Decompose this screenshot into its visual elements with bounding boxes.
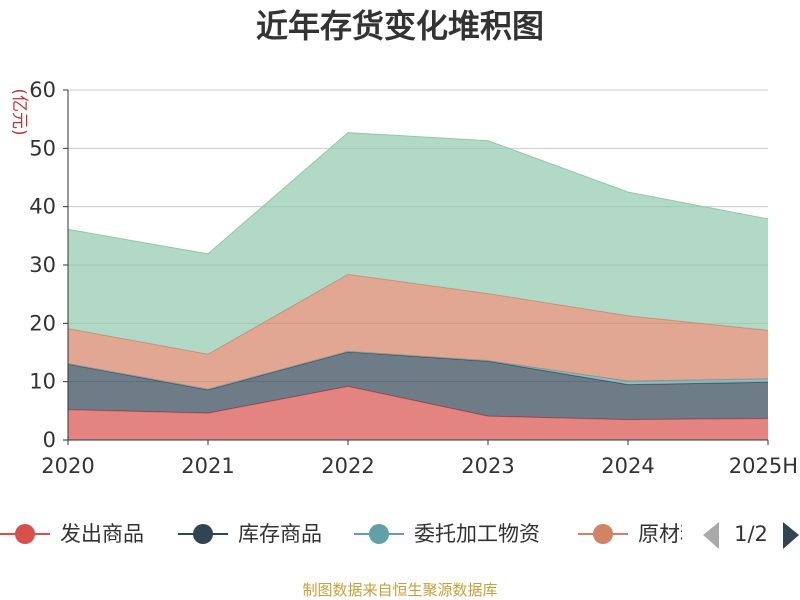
- legend-label: 库存商品: [238, 522, 322, 546]
- area-series-line-4: [67, 132, 769, 255]
- legend-label: 原材料: [638, 522, 701, 546]
- legend-marker: [15, 524, 35, 544]
- legend: 发出商品 库存商品 委托加工物资 原材料 1/2: [0, 522, 799, 549]
- area-series-0: [68, 386, 768, 440]
- legend-item[interactable]: 发出商品: [0, 522, 144, 546]
- area-series-3: [68, 274, 768, 390]
- y-tick-label: 30: [29, 253, 56, 277]
- y-tick-label: 10: [29, 370, 56, 394]
- legend-next-arrow-icon[interactable]: [783, 522, 799, 549]
- y-tick-label: 20: [29, 311, 56, 335]
- legend-prev-arrow-icon[interactable]: [703, 522, 719, 549]
- legend-page-indicator: 1/2: [734, 522, 768, 546]
- series-areas: [67, 132, 769, 440]
- legend-label: 委托加工物资: [414, 522, 540, 546]
- y-tick-label: 40: [29, 195, 56, 219]
- y-tick-label: 50: [29, 136, 56, 160]
- x-tick-label: 2022: [321, 454, 374, 478]
- x-tick-labels: 2020 2021 2022 2023 2024 2025H: [41, 454, 798, 478]
- legend-item[interactable]: 委托加工物资: [354, 522, 540, 546]
- legend-marker: [369, 524, 389, 544]
- y-tick-label: 60: [29, 78, 56, 102]
- legend-marker: [193, 524, 213, 544]
- legend-item[interactable]: 库存商品: [178, 522, 322, 546]
- legend-marker: [593, 524, 613, 544]
- legend-label: 发出商品: [60, 522, 144, 546]
- y-axis-unit: (亿元): [9, 88, 29, 135]
- x-tick-label: 2020: [41, 454, 94, 478]
- x-tick-label: 2024: [601, 454, 654, 478]
- y-tick-label: 0: [43, 428, 56, 452]
- x-tick-label: 2021: [181, 454, 234, 478]
- chart-title: 近年存货变化堆积图: [256, 7, 544, 45]
- area-series-1: [68, 351, 768, 420]
- axes: [63, 89, 769, 445]
- x-tick-label: 2023: [461, 454, 514, 478]
- x-tick-label: 2025H: [729, 454, 798, 478]
- legend-pager: 1/2: [703, 522, 799, 549]
- legend-item[interactable]: 原材料: [578, 522, 701, 546]
- y-tick-labels: 0 10 20 30 40 50 60: [29, 78, 56, 452]
- area-series-4: [68, 132, 768, 355]
- data-source-note: 制图数据来自恒生聚源数据库: [302, 581, 497, 599]
